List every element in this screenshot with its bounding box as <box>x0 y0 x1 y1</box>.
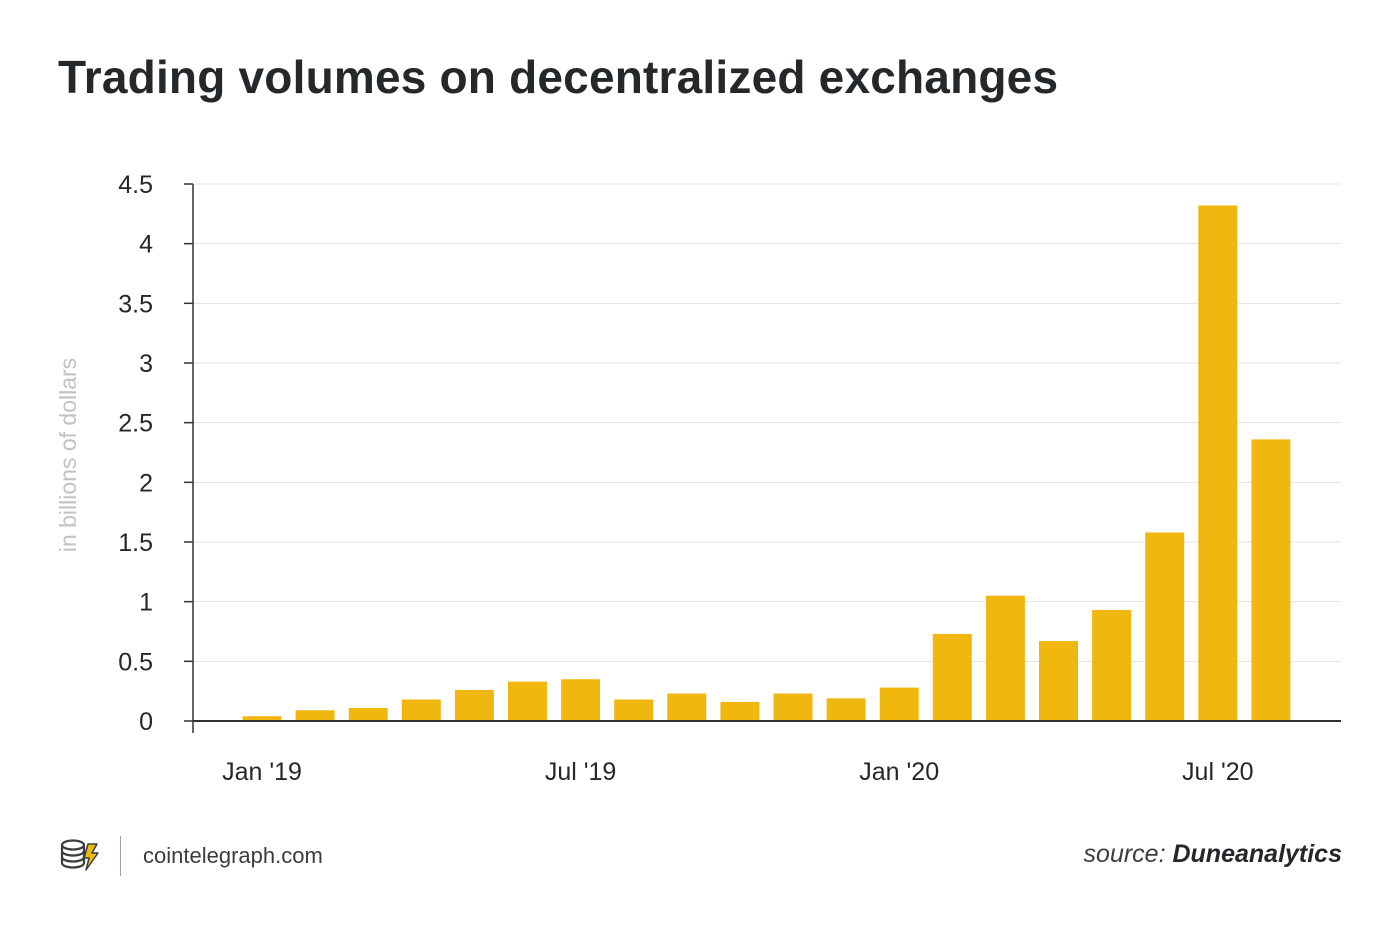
y-tick-label: 1 <box>139 589 153 617</box>
bar <box>1145 532 1185 721</box>
y-tick-label: 0 <box>139 708 153 736</box>
bars <box>242 205 1291 722</box>
x-tick-label: Jul '20 <box>1182 758 1253 786</box>
bar <box>1251 439 1291 721</box>
y-tick-labels: 0 0.5 1 1.5 2 2.5 3 3.5 4 4.5 <box>118 171 193 736</box>
y-tick-label: 3 <box>139 350 153 378</box>
bar <box>720 701 760 721</box>
bar <box>454 689 494 721</box>
bar <box>561 679 601 721</box>
x-tick-label: Jul '19 <box>545 758 616 786</box>
y-tick-label: 2.5 <box>118 410 153 438</box>
bar <box>932 633 972 721</box>
cointelegraph-logo-icon <box>56 832 100 881</box>
source-label: source: <box>1083 840 1166 868</box>
bar <box>773 693 813 721</box>
bar <box>879 687 919 721</box>
bar <box>1198 205 1238 722</box>
bar <box>348 707 388 721</box>
bar <box>667 693 707 721</box>
y-tick-label: 1.5 <box>118 529 153 557</box>
y-tick-label: 4 <box>139 231 153 259</box>
bar <box>401 699 441 721</box>
source-note: source: Duneanalytics <box>1084 840 1342 869</box>
x-tick-label: Jan '19 <box>222 758 302 786</box>
bar <box>295 710 335 721</box>
x-tick-labels: Jan '19 Jul '19 Jan '20 Jul '20 <box>222 758 1253 786</box>
bar <box>826 698 866 721</box>
brand-site: cointelegraph.com <box>143 843 323 868</box>
bar <box>1092 610 1132 721</box>
gridlines <box>193 183 1341 662</box>
bar <box>508 681 547 721</box>
y-axis-label: in billions of dollars <box>55 358 81 552</box>
y-tick-label: 2 <box>139 469 153 497</box>
brand-footer: cointelegraph.com <box>56 832 323 880</box>
bar <box>1039 641 1078 721</box>
y-tick-label: 4.5 <box>118 171 153 199</box>
y-tick-label: 3.5 <box>118 290 153 318</box>
chart-title: Trading volumes on decentralized exchang… <box>58 51 1059 103</box>
source-name: Duneanalytics <box>1172 840 1342 868</box>
bar <box>985 595 1025 721</box>
brand-divider <box>120 836 121 876</box>
y-tick-label: 0.5 <box>118 648 153 676</box>
bar <box>614 699 654 721</box>
bar <box>242 716 282 721</box>
x-tick-label: Jan '20 <box>859 758 939 786</box>
